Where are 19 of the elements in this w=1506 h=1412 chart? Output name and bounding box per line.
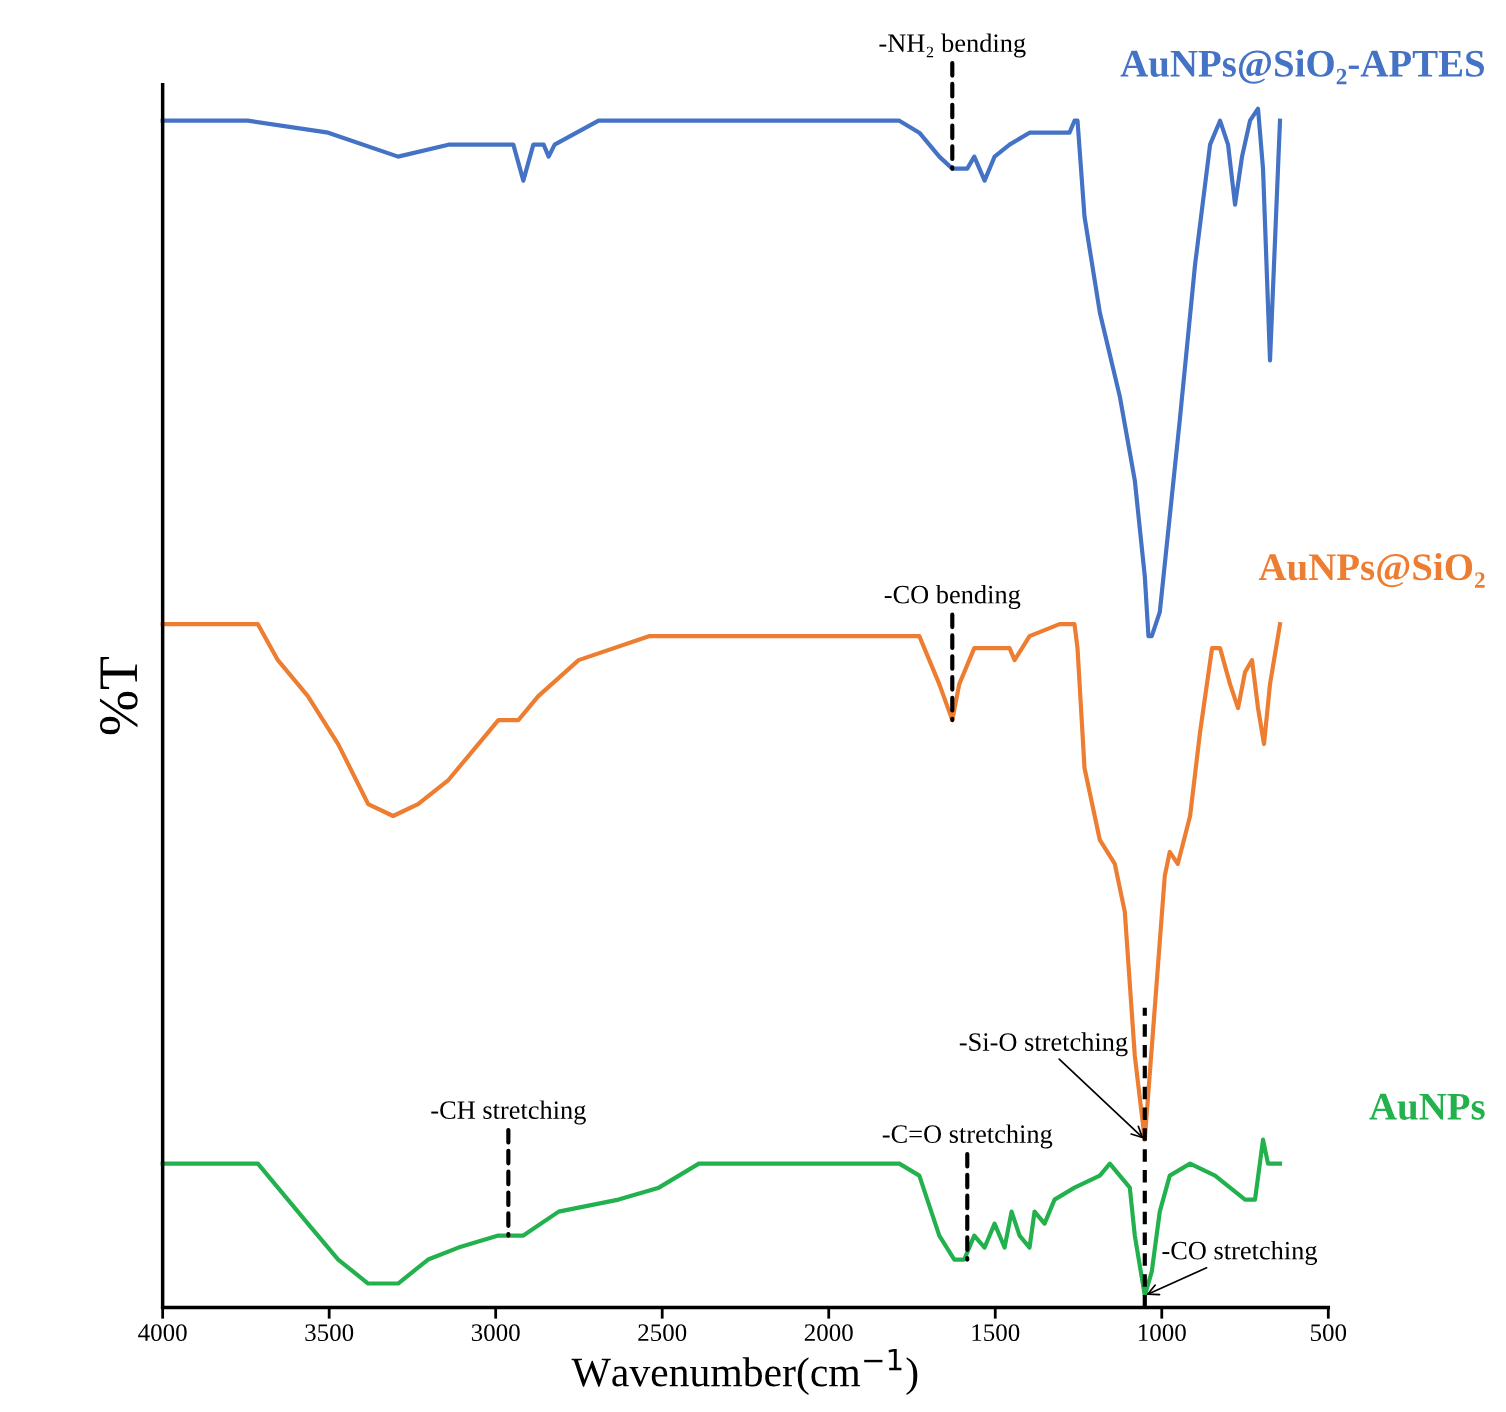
x-tick-label: 2500 bbox=[638, 1324, 687, 1342]
annotation: -Si-O stretching bbox=[959, 1032, 1128, 1057]
text: AuNPs bbox=[1369, 1093, 1485, 1120]
x-tick-label: 1000 bbox=[1138, 1324, 1186, 1342]
series-label: AuNPs@SiO₂-APTES bbox=[1120, 49, 1485, 85]
annotation: -CO bending bbox=[884, 584, 1021, 609]
x-tick-label: 3000 bbox=[471, 1324, 520, 1342]
x-tick-label: 3500 bbox=[305, 1324, 354, 1342]
x-tick-label: 1500 bbox=[972, 1324, 1020, 1342]
x-tick-label: 500 bbox=[1311, 1324, 1347, 1342]
annotation: -C=O stretching bbox=[882, 1124, 1053, 1149]
annotation: -NH₂ bending bbox=[879, 33, 1026, 58]
annotation: -CH stretching bbox=[431, 1100, 586, 1125]
y-axis-title: %T bbox=[99, 656, 138, 735]
series-label: AuNPs@SiO₂ bbox=[1258, 552, 1485, 588]
x-tick-label: 4000 bbox=[138, 1324, 187, 1342]
x-axis-title: Wavenumber(cm$^{−1}$) bbox=[571, 1348, 918, 1396]
annotation: -CO stretching bbox=[1162, 1240, 1318, 1265]
x-tick-label: 2000 bbox=[804, 1324, 853, 1342]
